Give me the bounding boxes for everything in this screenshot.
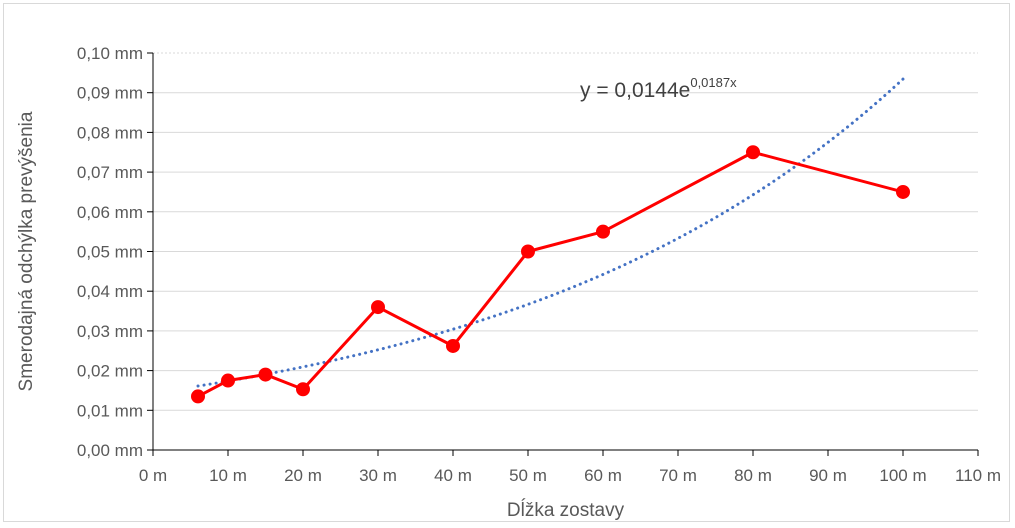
x-tick-label: 100 m bbox=[879, 466, 926, 485]
y-tick-label: 0,03 mm bbox=[77, 322, 143, 341]
data-point bbox=[521, 244, 535, 259]
x-tick-label: 20 m bbox=[284, 466, 322, 485]
trendline-layer bbox=[196, 77, 905, 388]
x-tick-label: 60 m bbox=[584, 466, 622, 485]
y-axis-title: Smerodajná odchýlka prevýšenia bbox=[16, 111, 37, 391]
chart-svg: 0,00 mm 0,01 mm 0,02 mm 0,03 mm 0,04 mm 0,05 … bbox=[16, 44, 1001, 521]
data-point bbox=[746, 145, 760, 160]
x-tick-label: 110 m bbox=[955, 466, 1001, 485]
data-point bbox=[596, 224, 610, 239]
data-point bbox=[896, 184, 910, 199]
y-tick-label: 0,01 mm bbox=[77, 401, 143, 420]
y-tick-label: 0,07 mm bbox=[77, 163, 143, 182]
x-tick-label: 50 m bbox=[509, 466, 547, 485]
trendline-equation-exponent: 0,0187x bbox=[690, 75, 737, 90]
grid-lines bbox=[153, 52, 978, 411]
x-tick-label: 40 m bbox=[434, 466, 472, 485]
y-tick-label: 0,00 mm bbox=[77, 441, 143, 460]
chart-frame: 0,00 mm 0,01 mm 0,02 mm 0,03 mm 0,04 mm 0,05 … bbox=[3, 3, 1010, 522]
data-point bbox=[191, 389, 205, 404]
data-point bbox=[221, 373, 235, 388]
series-layer bbox=[191, 145, 910, 404]
y-tick-label: 0,08 mm bbox=[77, 123, 143, 142]
trendline bbox=[196, 77, 905, 388]
x-tick-label: 80 m bbox=[734, 466, 772, 485]
x-axis-title: Dĺžka zostavy bbox=[507, 499, 625, 521]
y-tick-label: 0,06 mm bbox=[77, 203, 143, 222]
y-tick-label: 0,05 mm bbox=[77, 243, 143, 262]
x-tick-label: 70 m bbox=[659, 466, 697, 485]
data-point bbox=[258, 367, 273, 382]
tick-labels: 0,00 mm 0,01 mm 0,02 mm 0,03 mm 0,04 mm 0,05 … bbox=[77, 44, 1001, 485]
data-point bbox=[446, 338, 460, 353]
series-line bbox=[197, 150, 904, 398]
data-point bbox=[296, 382, 310, 397]
trendline-equation-base: y = 0,0144e bbox=[580, 79, 690, 102]
x-tick-label: 30 m bbox=[359, 466, 397, 485]
y-tick-label: 0,10 mm bbox=[77, 44, 143, 63]
y-tick-label: 0,09 mm bbox=[77, 84, 143, 103]
axes bbox=[147, 52, 979, 456]
y-tick-label: 0,04 mm bbox=[77, 282, 143, 301]
trendline-equation: y = 0,0144e0,0187x bbox=[580, 75, 737, 102]
data-point bbox=[371, 300, 385, 315]
y-tick-label: 0,02 mm bbox=[77, 362, 143, 381]
x-tick-label: 0 m bbox=[139, 466, 167, 485]
x-tick-label: 90 m bbox=[809, 466, 847, 485]
x-tick-label: 10 m bbox=[209, 466, 247, 485]
